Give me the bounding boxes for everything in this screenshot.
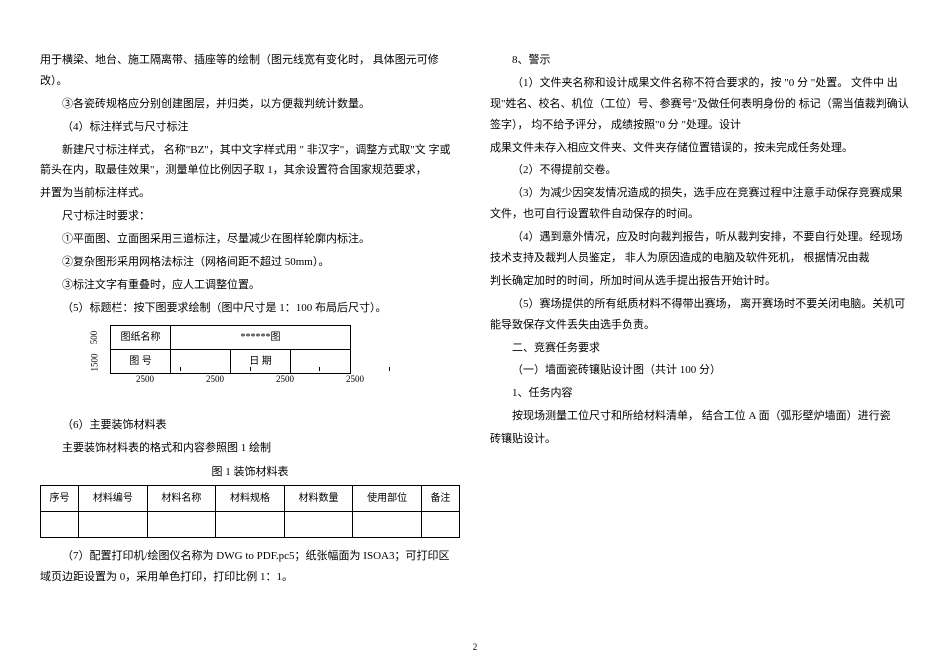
para: 判长确定加时的时间，所加时间从选手提出报告开始计时。 — [490, 271, 910, 292]
th: 材料编号 — [79, 486, 148, 512]
th: 材料规格 — [216, 486, 285, 512]
para: 二、竞赛任务要求 — [490, 338, 910, 359]
para: 1、任务内容 — [490, 383, 910, 404]
dim-horizontal: 2500 2500 2500 2500 — [110, 371, 390, 388]
para: ①平面图、立面图采用三道标注，尽量减少在图样轮廓内标注。 — [40, 229, 460, 250]
para: 尺寸标注时要求： — [40, 206, 460, 227]
cell: ******图 — [171, 325, 351, 349]
para: （一）墙面瓷砖镶贴设计图（共计 100 分） — [490, 360, 910, 381]
left-column: 用于横梁、地台、施工隔离带、插座等的绘制（图元线宽有变化时， 具体图元可修改）。… — [40, 50, 460, 590]
material-table: 序号 材料编号 材料名称 材料规格 材料数量 使用部位 备注 — [40, 485, 460, 538]
dim-label: 2500 — [250, 371, 320, 388]
page-number: 2 — [473, 639, 478, 656]
para: （2）不得提前交卷。 — [490, 160, 910, 181]
para: （6）主要装饰材料表 — [40, 415, 460, 436]
th: 材料数量 — [284, 486, 353, 512]
th: 备注 — [421, 486, 459, 512]
para: （4）标注样式与尺寸标注 — [40, 117, 460, 138]
para: 8、警示 — [490, 50, 910, 71]
para: （5）标题栏：按下图要求绘制（图中尺寸是 1：100 布局后尺寸）。 — [40, 298, 460, 319]
para: （3）为减少因突发情况造成的损失，选手应在竞赛过程中注意手动保存竞赛成果文件，也… — [490, 183, 910, 225]
para: （5）赛场提供的所有纸质材料不得带出赛场， 离开赛场时不要关闭电脑。关机可能导致… — [490, 294, 910, 336]
th: 材料名称 — [147, 486, 216, 512]
cell: 图纸名称 — [111, 325, 171, 349]
para: （1）文件夹名称和设计成果文件名称不符合要求的，按 "0 分 "处置。 文件中 … — [490, 73, 910, 136]
dim-label: 1500 — [86, 353, 103, 371]
para: 成果文件未存入相应文件夹、文件夹存储位置错误的，按未完成任务处理。 — [490, 138, 910, 159]
dim-vertical: 500 1500 — [86, 325, 104, 369]
para: （4）遇到意外情况，应及时向裁判报告，听从裁判安排，不要自行处理。经现场技术支持… — [490, 227, 910, 269]
para: （7）配置打印机/绘图仪名称为 DWG to PDF.pc5；纸张幅面为 ISO… — [40, 546, 460, 588]
para: 用于横梁、地台、施工隔离带、插座等的绘制（图元线宽有变化时， 具体图元可修改）。 — [40, 50, 460, 92]
th: 使用部位 — [353, 486, 422, 512]
dim-label: 2500 — [180, 371, 250, 388]
right-column: 8、警示 （1）文件夹名称和设计成果文件名称不符合要求的，按 "0 分 "处置。… — [490, 50, 910, 590]
dim-label: 500 — [86, 330, 103, 344]
para: ②复杂图形采用网格法标注（网格间距不超过 50mm）。 — [40, 252, 460, 273]
para: 新建尺寸标注样式， 名称"BZ"，其中文字样式用 " 非汉字"，调整方式取"文 … — [40, 140, 460, 182]
th: 序号 — [41, 486, 79, 512]
dim-label: 2500 — [320, 371, 390, 388]
para: 主要装饰材料表的格式和内容参照图 1 绘制 — [40, 438, 460, 459]
table-caption: 图 1 装饰材料表 — [40, 462, 460, 483]
dim-label: 2500 — [110, 371, 180, 388]
title-block-diagram: 500 1500 图纸名称 ******图 图 号 日 期 — [40, 325, 460, 405]
para: ③各瓷砖规格应分别创建图层，并归类，以方便裁判统计数量。 — [40, 94, 460, 115]
para: 按现场测量工位尺寸和所给材料清单， 结合工位 A 面（弧形壁炉墙面）进行瓷 — [490, 406, 910, 427]
para: 砖镶贴设计。 — [490, 429, 910, 450]
para: 并置为当前标注样式。 — [40, 183, 460, 204]
para: ③标注文字有重叠时，应人工调整位置。 — [40, 275, 460, 296]
